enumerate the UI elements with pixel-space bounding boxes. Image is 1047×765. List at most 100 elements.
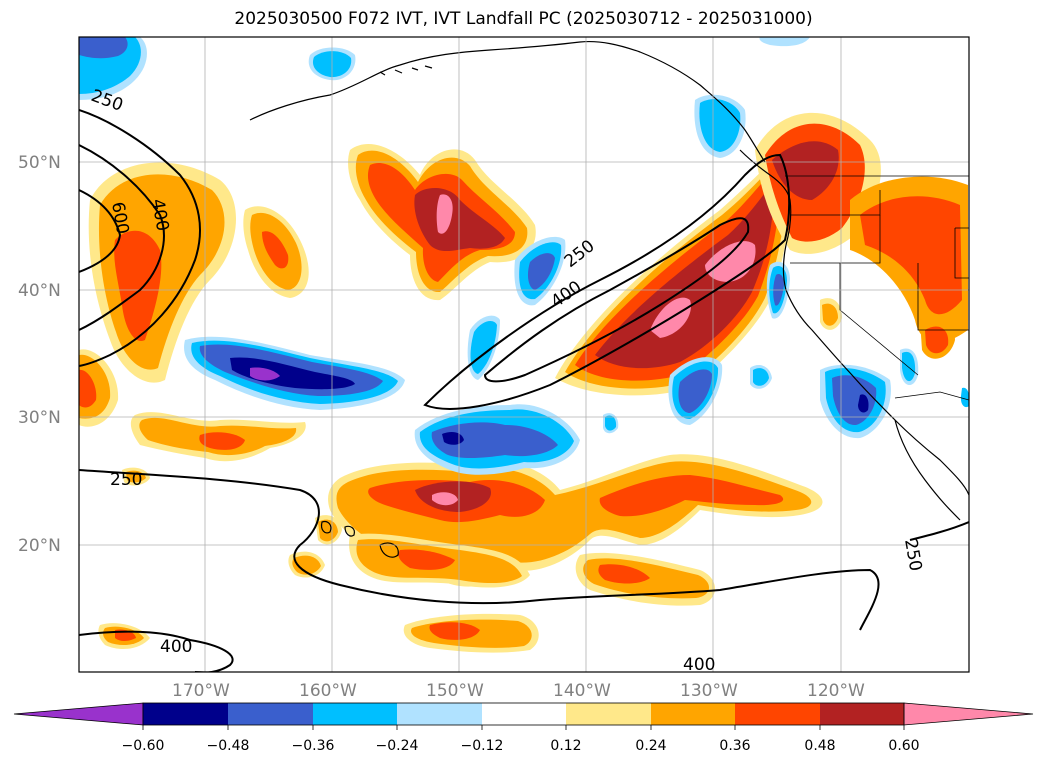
contour-400-ar <box>483 217 750 383</box>
contour-600-west <box>79 189 122 273</box>
cb-label-8: 0.36 <box>719 738 750 754</box>
contour-400-west <box>79 144 165 331</box>
fill-red-south-1 <box>398 549 455 570</box>
map-title: 2025030500 F072 IVT, IVT Landfall PC (20… <box>234 9 813 29</box>
lon-label-150w: 150°W <box>426 681 484 701</box>
cb-label-3: −0.36 <box>292 738 335 754</box>
cb-label-10: 0.60 <box>888 738 919 754</box>
cb-label-6: 0.12 <box>550 738 581 754</box>
colorbar-segment-9 <box>820 703 904 725</box>
fill-red-west <box>114 230 162 341</box>
contour-label-250-ar: 250 <box>561 236 599 272</box>
fill-orange-coast-south <box>822 303 838 326</box>
lat-label-20n: 20°N <box>18 536 61 556</box>
contour-label-250-south: 250 <box>110 470 142 490</box>
map-frame <box>78 36 970 673</box>
colorbar-extend-low <box>13 702 144 726</box>
lon-label-170w: 170°W <box>172 681 230 701</box>
colorbar-segment-5 <box>482 703 566 725</box>
fill-skyblue-az <box>960 387 969 408</box>
fill-darkred-150w-north <box>414 188 505 252</box>
cb-label-1: −0.60 <box>122 738 165 754</box>
fill-royalblue-cal <box>832 375 877 426</box>
fill-royalblue-150w-south <box>431 422 558 459</box>
cb-label-2: −0.48 <box>207 738 250 754</box>
colorbar-segment-7 <box>651 703 735 725</box>
fill-red-sw-usa <box>925 326 949 354</box>
fill-purple-165w <box>250 367 280 381</box>
colorbar-segment-3 <box>313 703 397 725</box>
lat-label-30n: 30°N <box>18 408 61 428</box>
lon-label-120w: 120°W <box>807 681 865 701</box>
coast-hawaii-1 <box>320 520 332 534</box>
fill-pink-central <box>432 492 458 506</box>
coast-baja <box>894 419 961 521</box>
colorbar-ticks <box>142 725 905 730</box>
lat-label-40n: 40°N <box>18 281 61 301</box>
colorbar-segment-4 <box>397 703 482 725</box>
fill-red-west-edge <box>79 369 97 408</box>
fill-red-160w <box>262 231 289 269</box>
coast-hawaii-2 <box>344 525 355 537</box>
ivt-contours <box>79 109 969 672</box>
contour-250-south <box>79 469 880 631</box>
lat-labels: 20°N 30°N 40°N 50°N <box>18 153 61 556</box>
fill-red-central-east <box>599 475 784 517</box>
cb-label-9: 0.48 <box>804 738 835 754</box>
contour-label-250-se: 250 <box>900 537 925 572</box>
coastlines <box>249 40 969 558</box>
fill-navy-cal <box>858 394 869 413</box>
contour-250-se <box>909 521 969 541</box>
lon-label-160w: 160°W <box>299 681 357 701</box>
fill-skyblue-sw-ca <box>902 351 916 382</box>
contour-250-west <box>79 109 201 367</box>
fill-navy-150w-south <box>442 432 464 445</box>
graticule <box>79 37 969 672</box>
colorbar-frame <box>142 702 905 726</box>
fill-skyblue-32n <box>753 368 769 386</box>
fill-royalblue-nw <box>79 37 128 59</box>
colorbar-segment-8 <box>735 703 820 725</box>
coast-islands <box>379 65 433 76</box>
fill-lightblue-top <box>759 37 810 47</box>
colorbar-labels: −0.60 −0.48 −0.36 −0.24 −0.12 0.12 0.24 … <box>122 738 920 754</box>
fill-skyblue-28n <box>605 415 617 431</box>
border-states-5 <box>954 227 969 279</box>
fill-orange-hawaii <box>292 555 321 575</box>
border-states-4 <box>917 263 969 331</box>
fill-red-south-2 <box>598 564 650 584</box>
fill-pink-150w-north <box>436 194 453 234</box>
cb-label-7: 0.24 <box>635 738 666 754</box>
fill-royalblue-145w <box>527 253 555 290</box>
contour-250-ar <box>423 153 791 410</box>
lon-labels: 170°W 160°W 150°W 140°W 130°W 120°W <box>172 681 865 701</box>
fill-red-170w-strip <box>199 432 245 450</box>
lon-label-140w: 140°W <box>553 681 611 701</box>
colorbar-segment-1 <box>143 703 228 725</box>
colorbar-extend-high <box>903 702 1034 726</box>
fill-red-south-3 <box>429 622 480 640</box>
colorbar-segment-2 <box>228 703 313 725</box>
fill-red-interior <box>860 196 962 315</box>
cb-label-5: −0.12 <box>461 738 504 754</box>
fill-navy-165w <box>230 357 355 390</box>
ivt-landfall-fill-layer <box>79 37 969 653</box>
fill-skyblue-145w-2 <box>470 320 497 374</box>
colorbar-segment-6 <box>566 703 651 725</box>
fill-darkred-ar-core <box>595 180 776 369</box>
border-states-3 <box>839 263 919 376</box>
colorbar <box>13 702 1034 726</box>
contour-label-400-bottom: 400 <box>683 655 715 675</box>
coast-hawaii-3 <box>379 542 399 558</box>
fill-orange-hawaii-2 <box>318 519 338 542</box>
coast-alaska <box>249 40 766 163</box>
coast-bc <box>739 149 969 496</box>
lat-label-50n: 50°N <box>18 153 61 173</box>
fill-royalblue-134w <box>678 369 712 413</box>
border-states-2 <box>790 215 881 264</box>
border-us-mexico <box>894 391 969 401</box>
borders <box>785 175 969 401</box>
contour-label-400-sw: 400 <box>160 637 192 657</box>
cb-label-4: −0.24 <box>376 738 419 754</box>
